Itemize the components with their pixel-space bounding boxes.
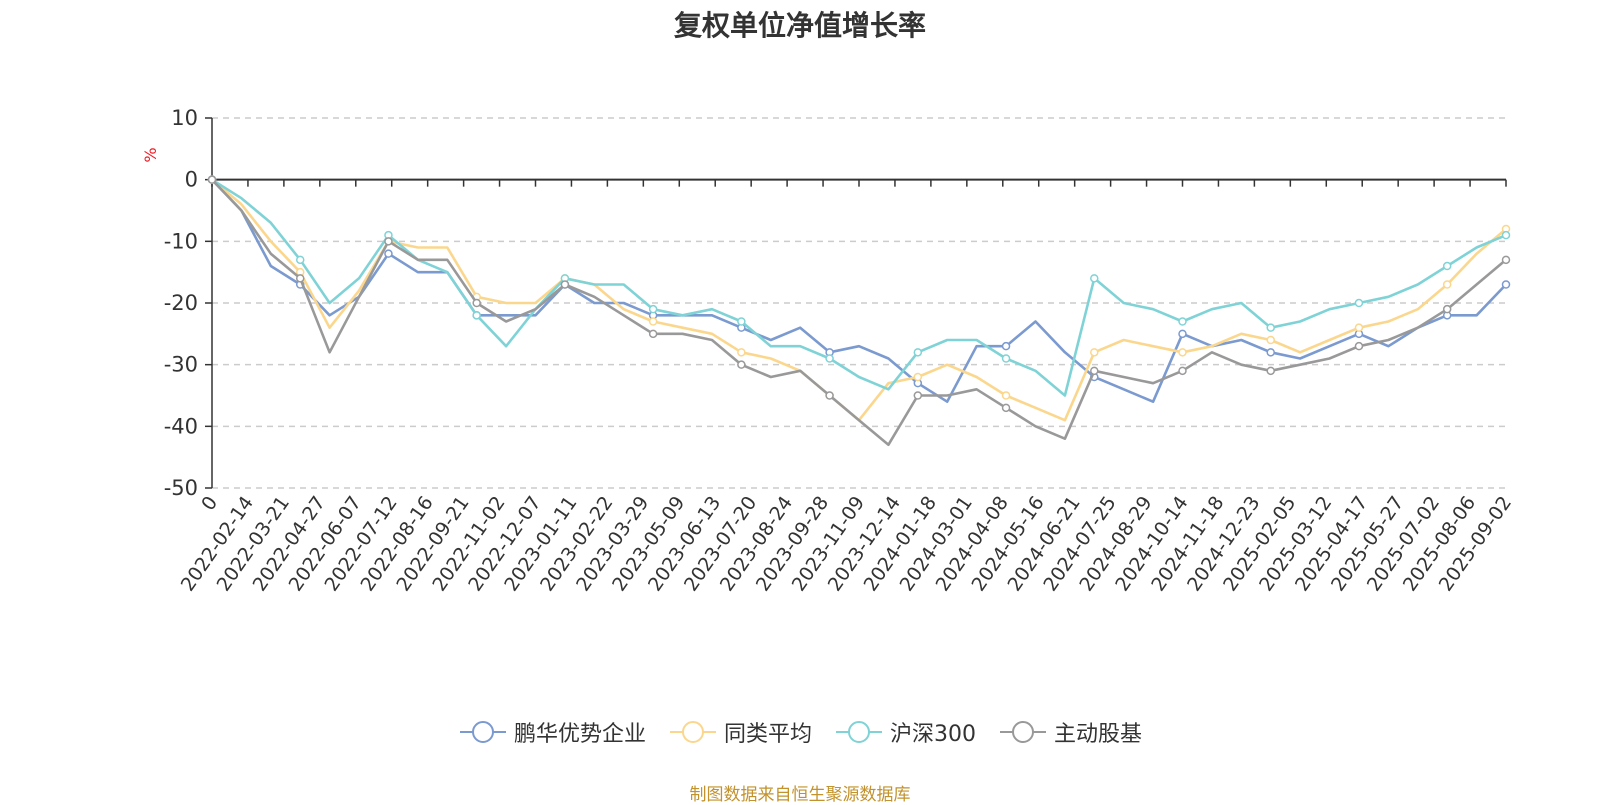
legend-label: 同类平均	[723, 722, 812, 747]
data-point	[737, 360, 746, 369]
data-point	[1266, 335, 1275, 345]
data-point	[1001, 341, 1011, 351]
series-line-0	[211, 178, 1507, 403]
data-point	[825, 391, 834, 400]
legend-label: 沪深300	[890, 722, 976, 747]
source-note: 制图数据来自恒生聚源数据库	[689, 785, 911, 805]
data-point	[737, 317, 746, 326]
data-point	[1442, 280, 1452, 289]
data-point	[472, 298, 481, 308]
data-point	[1354, 341, 1364, 351]
legend: 鹏华优势企业 同类平均 沪深300 主动股基	[0, 716, 1600, 748]
data-point	[648, 317, 658, 326]
legend-marker-icon	[669, 721, 716, 743]
chart-title: 复权单位净值增长率	[673, 9, 926, 42]
y-tick-label: -20	[164, 291, 198, 315]
legend-label: 鹏华优势企业	[513, 722, 646, 747]
data-point	[1442, 261, 1452, 271]
y-tick-label: -40	[164, 414, 198, 438]
data-point	[1090, 366, 1099, 376]
legend-marker-icon	[1000, 721, 1046, 743]
data-point	[913, 348, 923, 357]
legend-item[interactable]: 沪深300	[834, 716, 976, 748]
data-point	[825, 354, 834, 363]
y-tick-label: -50	[164, 476, 198, 500]
data-point	[1354, 323, 1364, 332]
series-line-2	[211, 178, 1507, 397]
data-point	[1501, 230, 1511, 240]
legend-marker-icon	[836, 721, 882, 743]
y-axis-unit: %	[141, 147, 160, 162]
series-lines	[207, 175, 1511, 447]
data-point	[648, 329, 658, 339]
legend-item[interactable]: 主动股基	[998, 716, 1142, 748]
data-point	[560, 280, 570, 289]
data-point	[737, 348, 746, 357]
data-point	[1090, 274, 1099, 283]
y-tick-label: 0	[185, 168, 198, 192]
series-line-1	[211, 178, 1507, 422]
data-point	[1178, 317, 1187, 326]
y-tick-label: 10	[171, 106, 198, 130]
data-point	[1266, 348, 1275, 357]
data-point	[1442, 304, 1452, 314]
data-point	[648, 304, 658, 314]
data-point	[1001, 391, 1011, 400]
x-tick-label: 0	[197, 492, 222, 515]
data-point	[1266, 323, 1275, 332]
data-point	[1001, 354, 1011, 363]
data-point	[295, 255, 305, 265]
data-point	[1266, 366, 1275, 376]
data-point	[1090, 348, 1099, 357]
data-point	[295, 274, 305, 283]
data-point	[1178, 329, 1187, 339]
grid-lines	[212, 117, 1506, 489]
data-point	[384, 249, 393, 258]
data-point	[1178, 366, 1187, 376]
legend-item[interactable]: 鹏华优势企业	[458, 716, 646, 748]
data-point	[1001, 403, 1011, 413]
data-point	[1501, 280, 1511, 289]
data-point	[1501, 255, 1511, 265]
y-tick-label: -30	[164, 353, 198, 377]
legend-marker-icon	[459, 721, 506, 743]
data-point	[384, 237, 393, 246]
y-tick-label: -10	[164, 229, 198, 253]
axes	[205, 117, 1507, 489]
data-point	[1354, 298, 1364, 308]
data-point	[913, 391, 923, 400]
data-point	[472, 311, 481, 320]
legend-item[interactable]: 同类平均	[668, 716, 812, 748]
data-point	[1178, 348, 1187, 357]
legend-label: 主动股基	[1054, 722, 1143, 747]
data-point	[207, 175, 217, 184]
data-point	[913, 372, 923, 382]
series-line-3	[211, 178, 1507, 447]
